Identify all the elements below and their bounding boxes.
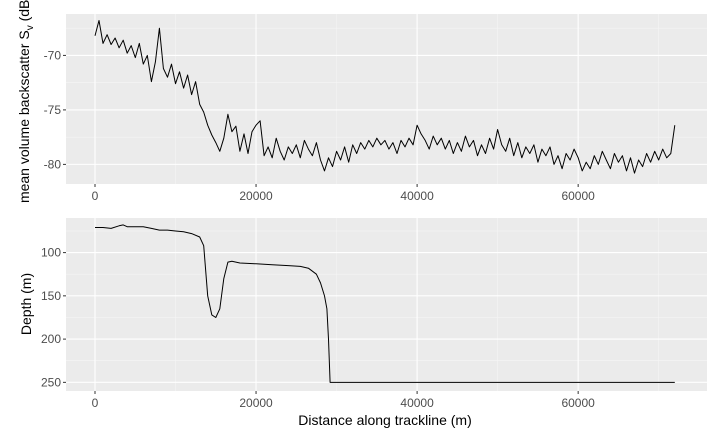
backscatter-y-tick-label: -75 bbox=[44, 103, 62, 117]
backscatter-x-tick-label: 40000 bbox=[400, 189, 434, 203]
backscatter-y-axis-title: mean volume backscatter Sv (dB) bbox=[16, 0, 36, 203]
depth-y-ticks: 100 150 200 250 bbox=[41, 246, 66, 389]
depth-y-axis-title: Depth (m) bbox=[18, 273, 34, 335]
backscatter-y-axis-title-unit: (dB) bbox=[16, 0, 32, 25]
backscatter-x-tick-label: 60000 bbox=[561, 189, 595, 203]
depth-y-tick-label: 100 bbox=[41, 246, 61, 260]
backscatter-panel-background bbox=[66, 14, 707, 184]
backscatter-x-tick-label: 0 bbox=[92, 189, 99, 203]
backscatter-y-ticks: -70 -75 -80 bbox=[44, 48, 66, 171]
depth-x-tick-label: 20000 bbox=[239, 396, 273, 410]
depth-x-tick-label: 60000 bbox=[561, 396, 595, 410]
depth-y-tick-label: 250 bbox=[41, 375, 61, 389]
depth-y-tick-label: 200 bbox=[41, 332, 61, 346]
depth-panel-background bbox=[66, 218, 707, 391]
depth-series-line bbox=[95, 224, 675, 383]
backscatter-y-axis-title-subscript: v bbox=[25, 25, 36, 30]
depth-x-tick-label: 40000 bbox=[400, 396, 434, 410]
depth-x-axis-title: Distance along trackline (m) bbox=[298, 412, 472, 428]
backscatter-x-ticks: 0 20000 40000 60000 bbox=[92, 184, 595, 203]
depth-series bbox=[95, 224, 675, 383]
backscatter-grid bbox=[66, 14, 707, 184]
backscatter-y-tick-label: -70 bbox=[44, 48, 62, 62]
backscatter-chart: -70 -75 -80 0 20000 40000 60000 mean volume b… bbox=[16, 0, 707, 203]
backscatter-series bbox=[94, 20, 676, 174]
depth-y-tick-label: 150 bbox=[41, 289, 61, 303]
backscatter-y-tick-label: -80 bbox=[44, 157, 62, 171]
depth-x-tick-label: 0 bbox=[92, 396, 99, 410]
backscatter-series-line bbox=[94, 20, 676, 174]
backscatter-x-tick-label: 20000 bbox=[239, 189, 273, 203]
depth-x-ticks: 0 20000 40000 60000 bbox=[92, 391, 595, 410]
backscatter-y-axis-title-main: mean volume backscatter S bbox=[16, 30, 32, 203]
